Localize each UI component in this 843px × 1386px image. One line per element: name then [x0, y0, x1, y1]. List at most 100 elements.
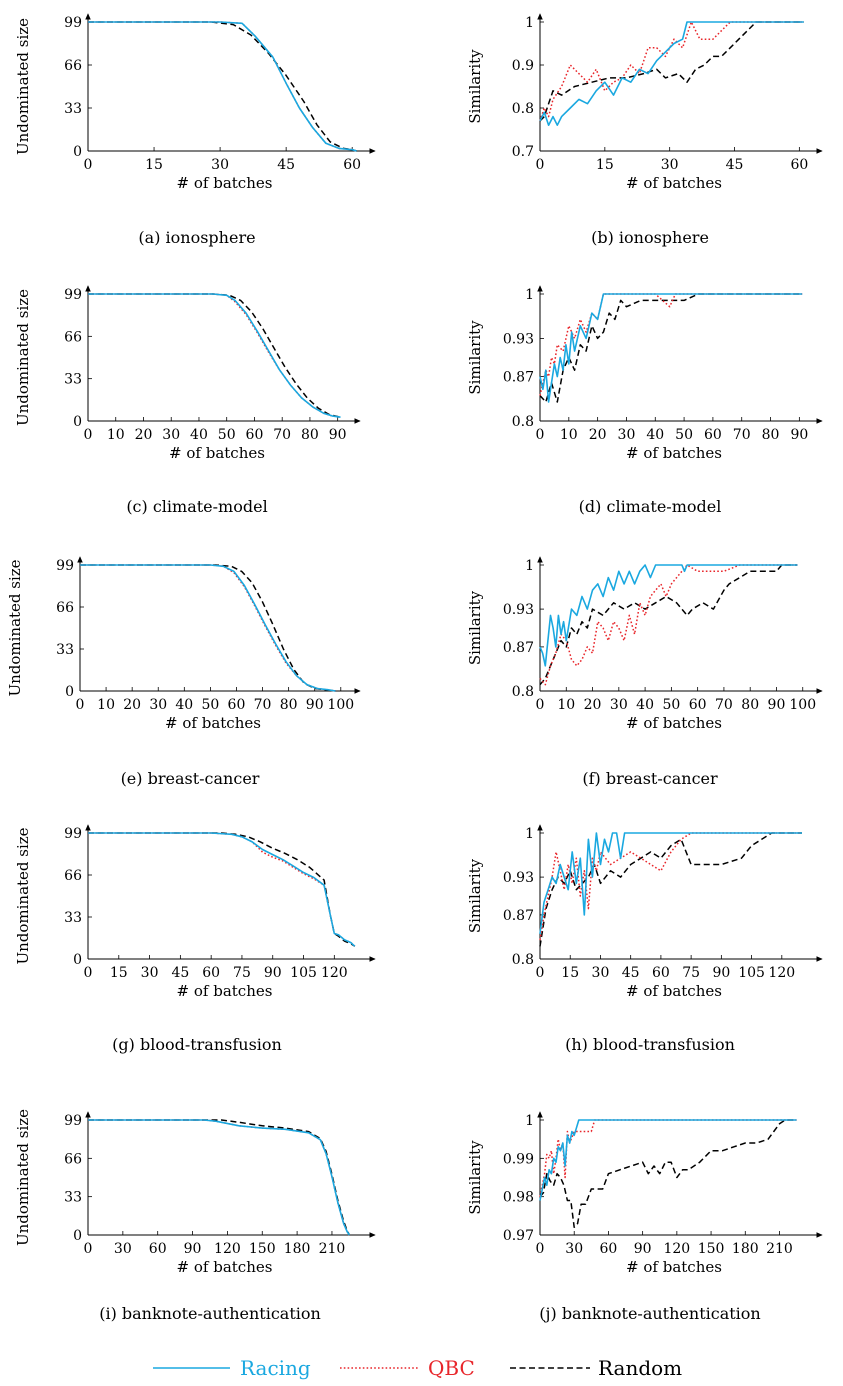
series-line-random [539, 293, 803, 403]
x-tick-label: 45 [277, 157, 295, 173]
x-tick-label: 30 [592, 965, 610, 981]
chart-caption: (f) breast-cancer [582, 769, 718, 788]
x-tick-label: 40 [175, 697, 193, 713]
y-tick-label: 0.9 [512, 58, 534, 74]
y-tick-label: 0.93 [503, 331, 534, 347]
x-tick-label: 40 [646, 427, 664, 443]
x-tick-label: 0 [76, 697, 85, 713]
series-line-random [539, 21, 804, 122]
x-tick-label: 10 [97, 697, 115, 713]
x-axis-label: # of batches [177, 174, 273, 192]
chart-caption: (b) ionosphere [591, 228, 709, 247]
chart-h: 0 15 30 45 60 75 90 105 120 0.8 0.87 0.93 1 # of batc… [466, 824, 823, 1054]
y-tick-label: 99 [64, 15, 82, 31]
series-line-random [80, 564, 336, 692]
y-tick-label: 0.8 [512, 684, 534, 700]
x-tick-label: 50 [218, 427, 236, 443]
y-tick-label: 0.87 [503, 908, 534, 924]
y-tick-label: 33 [64, 372, 82, 388]
x-tick-label: 30 [114, 1241, 132, 1257]
x-tick-label: 0 [536, 697, 545, 713]
x-tick-label: 30 [565, 1241, 583, 1257]
x-tick-label: 0 [536, 427, 545, 443]
series-line-random [539, 1119, 797, 1229]
x-tick-label: 80 [280, 697, 298, 713]
y-tick-label: 0 [73, 952, 82, 968]
series-line-racing [80, 564, 336, 692]
x-tick-label: 30 [162, 427, 180, 443]
x-tick-label: 75 [682, 965, 700, 981]
x-axis-label: # of batches [165, 714, 261, 732]
x-tick-label: 30 [149, 697, 167, 713]
x-tick-label: 90 [306, 697, 324, 713]
series-line-qbc [539, 832, 802, 941]
legend-label-qbc: QBC [428, 1356, 475, 1380]
y-tick-label: 66 [56, 600, 74, 616]
chart-e: 0 10 20 30 40 50 60 70 80 90 100 0 33 66 99 # of batche… [6, 556, 361, 788]
x-tick-label: 60 [202, 965, 220, 981]
x-tick-label: 90 [712, 965, 730, 981]
y-axis-label: Similarity [466, 858, 484, 933]
x-tick-label: 60 [689, 697, 707, 713]
y-tick-label: 99 [64, 1113, 82, 1129]
series-line-random [88, 832, 356, 947]
series-line-racing [539, 1119, 797, 1201]
chart-f: 0 10 20 30 40 50 60 70 80 90 100 0.8 0.87 0.93 1 # of b… [466, 556, 823, 788]
x-tick-label: 80 [762, 427, 780, 443]
y-tick-label: 1 [525, 826, 534, 842]
x-tick-label: 150 [698, 1241, 725, 1257]
x-tick-label: 70 [733, 427, 751, 443]
x-axis-label: # of batches [626, 444, 722, 462]
chart-caption: (e) breast-cancer [121, 769, 260, 788]
x-tick-label: 10 [107, 427, 125, 443]
y-tick-label: 33 [56, 642, 74, 658]
series-line-random [88, 1119, 351, 1236]
series-line-qbc [80, 564, 336, 692]
y-tick-label: 0 [73, 1228, 82, 1244]
x-tick-label: 70 [254, 697, 272, 713]
x-tick-label: 10 [560, 427, 578, 443]
x-tick-label: 45 [171, 965, 189, 981]
series-line-random [88, 293, 341, 418]
series-line-racing [88, 832, 356, 947]
chart-a: 0 15 30 45 60 0 33 66 99 # of batches Undominated … [14, 13, 376, 247]
x-tick-label: 20 [589, 427, 607, 443]
x-tick-label: 90 [790, 427, 808, 443]
y-tick-label: 0.98 [503, 1190, 534, 1206]
x-tick-label: 15 [110, 965, 128, 981]
x-tick-label: 80 [301, 427, 319, 443]
y-tick-label: 99 [56, 558, 74, 574]
y-tick-label: 1 [525, 558, 534, 574]
x-axis-label: # of batches [169, 444, 265, 462]
y-tick-label: 0.8 [512, 414, 534, 430]
x-tick-label: 180 [284, 1241, 311, 1257]
x-tick-label: 180 [732, 1241, 759, 1257]
x-tick-label: 30 [661, 157, 679, 173]
x-tick-label: 50 [675, 427, 693, 443]
x-tick-label: 0 [84, 427, 93, 443]
series-line-racing [88, 21, 357, 152]
x-tick-label: 50 [662, 697, 680, 713]
y-tick-label: 0.7 [512, 144, 534, 160]
x-tick-label: 40 [636, 697, 654, 713]
x-tick-label: 0 [536, 1241, 545, 1257]
y-tick-label: 0.8 [512, 101, 534, 117]
y-tick-label: 0 [73, 414, 82, 430]
x-tick-label: 100 [789, 697, 816, 713]
y-axis-label: Similarity [466, 320, 484, 395]
chart-caption: (g) blood-transfusion [112, 1035, 282, 1054]
x-tick-label: 100 [327, 697, 354, 713]
x-tick-label: 60 [149, 1241, 167, 1257]
y-axis-label: Undominated size [14, 289, 32, 426]
y-tick-label: 66 [64, 1151, 82, 1167]
chart-j: 0 30 60 90 120 150 180 210 0.97 0.98 0.99 1 # of bat… [466, 1111, 823, 1323]
x-tick-label: 20 [135, 427, 153, 443]
x-tick-label: 0 [84, 1241, 93, 1257]
x-axis-label: # of batches [177, 982, 273, 1000]
x-tick-label: 90 [634, 1241, 652, 1257]
x-axis-label: # of batches [626, 1258, 722, 1276]
chart-caption: (i) banknote-authentication [99, 1304, 321, 1323]
x-tick-label: 210 [766, 1241, 793, 1257]
x-tick-label: 20 [584, 697, 602, 713]
